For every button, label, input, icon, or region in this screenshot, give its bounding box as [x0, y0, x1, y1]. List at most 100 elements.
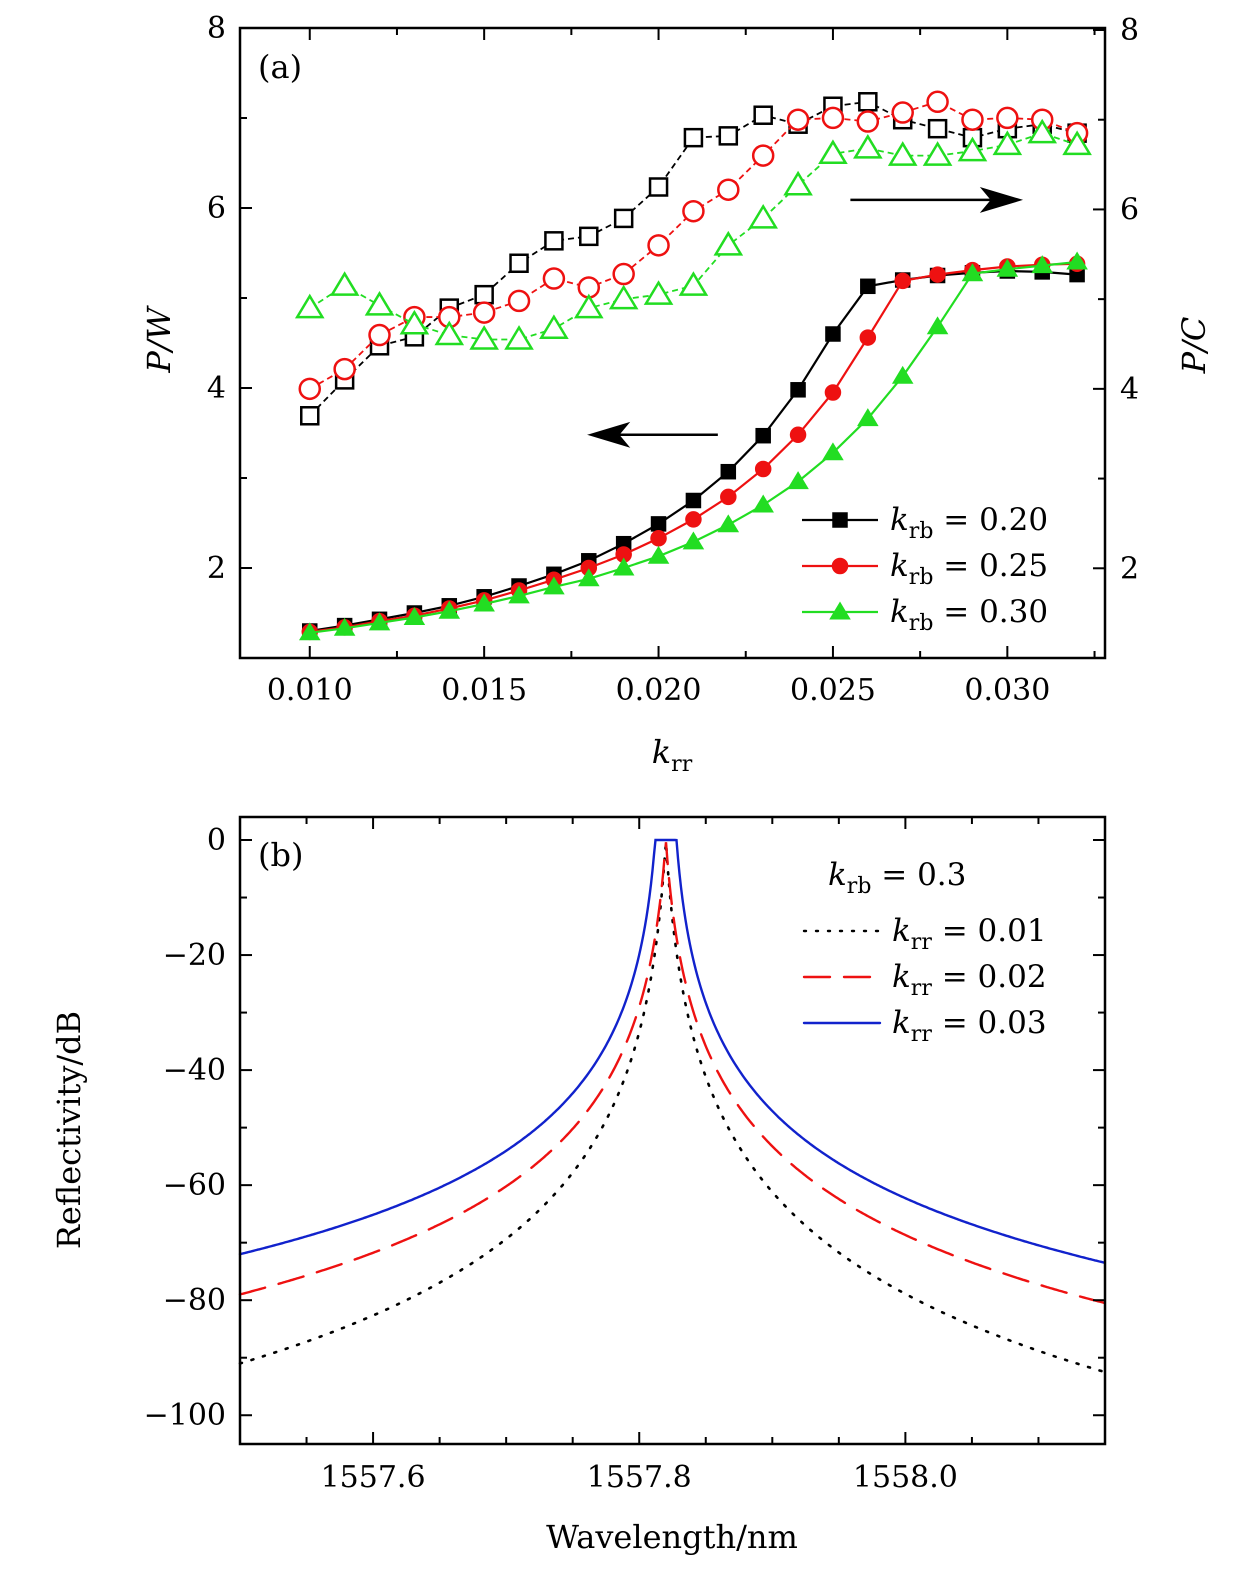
panel-a-power-point	[790, 382, 806, 398]
panel-a-power-point	[891, 365, 914, 384]
panel-a-legend-label-value: = 0.20	[933, 502, 1048, 538]
panel-a-pc-point	[927, 118, 948, 139]
panel-a-left-y-tick-label: 6	[207, 191, 226, 226]
panel-a-pc-point	[887, 141, 918, 166]
panel-b-legend-label-value: = 0.03	[932, 1005, 1047, 1041]
panel-b-legend-heading: krb = 0.3	[828, 857, 966, 899]
panel-a-legend-label: krb = 0.20	[890, 502, 1048, 544]
panel-a-power-point	[720, 488, 737, 506]
panel-b: 1557.6 1557.8 1558.00−20−40−60−80−100 (b) …	[50, 815, 1107, 1556]
panel-a-pc-point	[992, 130, 1023, 156]
panel-a-pc-point	[717, 178, 740, 201]
panel-b-legend-heading-main: k	[828, 857, 847, 893]
panel-a-pc-point	[957, 136, 988, 162]
panel-a-power-point	[825, 326, 841, 342]
panel-a-legend-label-sub: rb	[909, 519, 934, 544]
panel-a-power-series-2	[298, 251, 1088, 641]
panel-a-power-point	[333, 617, 356, 636]
panel-b-legend-heading-sub: rb	[847, 874, 872, 899]
panel-b-y-tick-label: 0	[207, 823, 226, 858]
panel-a-power-point	[368, 612, 391, 631]
panel-a-arrows	[587, 186, 1024, 448]
panel-a-left-y-tick-label: 2	[207, 551, 226, 586]
panel-b-legend-label-sub: rr	[911, 976, 933, 1001]
panel-a-pc-point	[922, 141, 953, 166]
panel-a-pc-point	[573, 293, 604, 319]
panel-b-legend-label: krr = 0.02	[892, 959, 1047, 1001]
panel-a-power-point	[578, 568, 600, 587]
panel-b-legend-label-sub: rr	[911, 1022, 933, 1047]
panel-a-power-point	[824, 384, 842, 401]
panel-a-power-point	[926, 316, 949, 335]
panel-a-legend-label-sub: rb	[909, 565, 934, 590]
panel-a-pc-point	[683, 127, 704, 148]
panel-b-y-axis-title: Reflectivity/dB	[50, 1011, 88, 1249]
panel-b-frame	[238, 815, 1107, 1446]
panel-b-x-tick-label: 1558.0	[853, 1460, 958, 1495]
panel-a-pc-point	[821, 106, 845, 130]
panel-a-legend-label-value: = 0.25	[933, 548, 1048, 584]
panel-a-pc-point	[961, 108, 984, 131]
panel-a-right-y-tick-label: 8	[1120, 13, 1139, 48]
panel-a-pc-point	[858, 92, 878, 112]
panel-a-pc-point	[608, 284, 639, 310]
panel-a-pc-point	[748, 203, 778, 229]
panel-b-y-tick-label: −60	[163, 1168, 226, 1203]
panel-a-x-axis-title-main: k	[652, 733, 671, 771]
panel-a-power-point	[860, 278, 876, 295]
panel-a-x-tick-label: 0.030	[964, 673, 1050, 708]
panel-a-power-point	[822, 442, 844, 461]
panel-a-legend-item: krb = 0.30	[802, 594, 1048, 636]
panel-b-y-tick-label: −20	[163, 938, 226, 973]
panel-a-power-point	[996, 258, 1019, 277]
panel-b-legend-heading-value: = 0.3	[871, 857, 966, 893]
panel-a-power-point	[754, 460, 772, 478]
panel-a-pc-point	[469, 325, 499, 350]
panel-b-legend-label-main: k	[892, 1005, 911, 1041]
panel-b-x-axis-title: Wavelength/nm	[546, 1518, 798, 1556]
panel-a-pc-point	[643, 280, 674, 305]
panel-a-label: (a)	[258, 48, 302, 86]
panel-a-x-tick-label: 0.025	[790, 673, 876, 708]
panel-a-pc-point	[783, 170, 813, 196]
panel-b-legend-label-main: k	[892, 959, 911, 995]
panel-b-x-tick-label: 1557.6	[321, 1460, 426, 1495]
panel-a-legend-label-main: k	[890, 502, 909, 538]
panel-a-x-axis-title-sub: rr	[671, 752, 693, 777]
panel-a-power-point	[894, 272, 911, 290]
panel-a-power-point	[789, 426, 807, 444]
panel-a-power-point	[650, 516, 667, 532]
panel-a-power-point	[508, 585, 530, 604]
panel-a-power-point	[647, 545, 670, 564]
panel-a-power-point	[403, 607, 426, 625]
panel-a-pc-point	[613, 208, 634, 229]
panel-a-x-tick-label: 0.010	[267, 673, 353, 708]
panel-b-legend-item: krr = 0.03	[802, 1005, 1047, 1047]
panel-a-pc-point	[926, 90, 949, 114]
panel-a-axes: 0.010 0.015 0.020 0.025 0.030 2 4 6 8 2 4 6 8	[207, 11, 1139, 708]
panel-a-legend-label-value: = 0.30	[933, 594, 1048, 630]
panel-a-legend-label-sub: rb	[909, 611, 934, 636]
panel-a-pc-point	[504, 325, 534, 350]
panel-a-left-y-tick-label: 8	[207, 11, 226, 46]
panel-a-pc-point	[329, 271, 360, 296]
panel-a-power-point	[650, 530, 667, 547]
panel-b-legend-label-value: = 0.02	[932, 959, 1047, 995]
panel-a-pc-point	[713, 230, 744, 256]
panel-a-arrow-left-head	[587, 421, 631, 448]
panel-a-pc-point	[472, 301, 496, 324]
panel-a-power-point	[720, 463, 737, 480]
panel-b-legend-item: krr = 0.02	[802, 959, 1047, 1001]
panel-a-power-point	[752, 494, 774, 513]
panel-b-y-tick-label: −80	[163, 1283, 226, 1318]
panel-a-legend-label-main: k	[890, 594, 909, 630]
panel-a-pc-point	[1027, 118, 1058, 144]
panel-a-legend-label: krb = 0.30	[890, 594, 1048, 636]
panel-a-pc-point	[853, 133, 883, 159]
panel-b-y-tick-label: −40	[163, 1053, 226, 1088]
panel-b-axes: 1557.6 1557.8 1558.0 0 −20 −40 −60 −80 −100	[144, 815, 1107, 1495]
